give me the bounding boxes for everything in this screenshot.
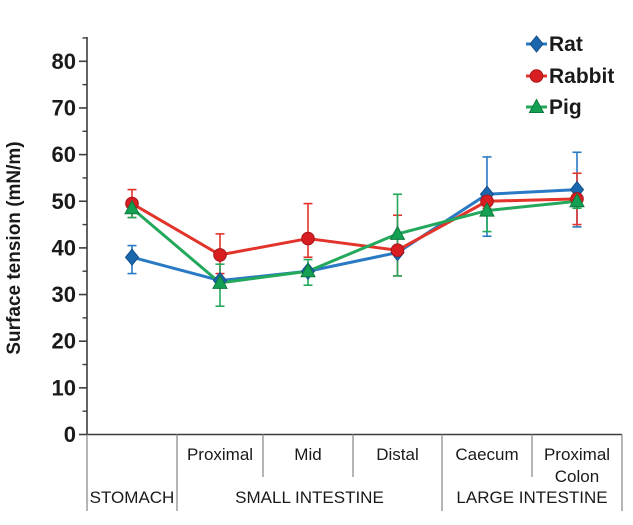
data-point-marker-rabbit xyxy=(390,243,405,258)
data-point-marker-rabbit xyxy=(301,231,315,246)
y-tick-label: 20 xyxy=(52,329,76,354)
y-tick-label: 40 xyxy=(52,235,76,260)
series-line-pig xyxy=(130,199,579,285)
y-axis: 0 10 20 30 40 50 60 70 80 xyxy=(52,36,88,447)
data-point-marker-pig xyxy=(389,225,406,240)
legend-item-rabbit: Rabbit xyxy=(526,65,614,88)
error-bars xyxy=(127,151,582,308)
y-tick-label: 80 xyxy=(52,49,76,74)
data-point-marker-rabbit xyxy=(529,69,544,83)
series-lines xyxy=(130,188,579,285)
group-label: LARGE INTESTINE xyxy=(456,488,607,507)
legend-item-rat: Rat xyxy=(526,33,583,56)
segment-label: Colon xyxy=(555,467,599,486)
data-point-marker-pig xyxy=(300,262,316,278)
y-tick-label: 70 xyxy=(52,95,76,120)
segment-label: Distal xyxy=(376,445,419,464)
data-point-marker-pig xyxy=(479,202,495,217)
x-axis-table: Proximal Mid Distal Caecum Proximal Colon STOM… xyxy=(86,433,623,511)
legend-label: Pig xyxy=(549,96,582,119)
group-label: STOMACH xyxy=(90,488,175,507)
group-label: SMALL INTESTINE xyxy=(235,488,384,507)
legend-item-pig: Pig xyxy=(526,96,582,119)
data-point-marker-rat xyxy=(124,248,140,267)
y-tick-label: 30 xyxy=(52,282,76,307)
data-point-marker-pig xyxy=(124,199,140,215)
segment-label: Caecum xyxy=(455,445,518,464)
segment-label: Mid xyxy=(294,445,321,464)
legend-label: Rabbit xyxy=(549,65,614,88)
segment-label: Proximal xyxy=(544,445,610,464)
y-tick-label: 60 xyxy=(52,142,76,167)
data-point-marker-pig xyxy=(569,192,585,208)
data-point-marker-pig xyxy=(212,274,228,289)
data-point-marker-rat xyxy=(529,35,544,53)
series-line-rat xyxy=(130,188,579,283)
series-line-rabbit xyxy=(130,197,579,257)
series-markers xyxy=(124,180,585,290)
segment-label: Proximal xyxy=(187,445,253,464)
y-tick-label: 10 xyxy=(52,375,76,400)
data-point-marker-pig xyxy=(528,98,545,113)
y-axis-title: Surface tension (mN/m) xyxy=(4,141,25,354)
legend-label: Rat xyxy=(549,33,583,56)
y-tick-label: 50 xyxy=(52,189,76,214)
data-point-marker-rabbit xyxy=(213,248,227,262)
legend: Rat Rabbit Pig xyxy=(526,33,614,119)
y-tick-label: 0 xyxy=(64,422,76,447)
